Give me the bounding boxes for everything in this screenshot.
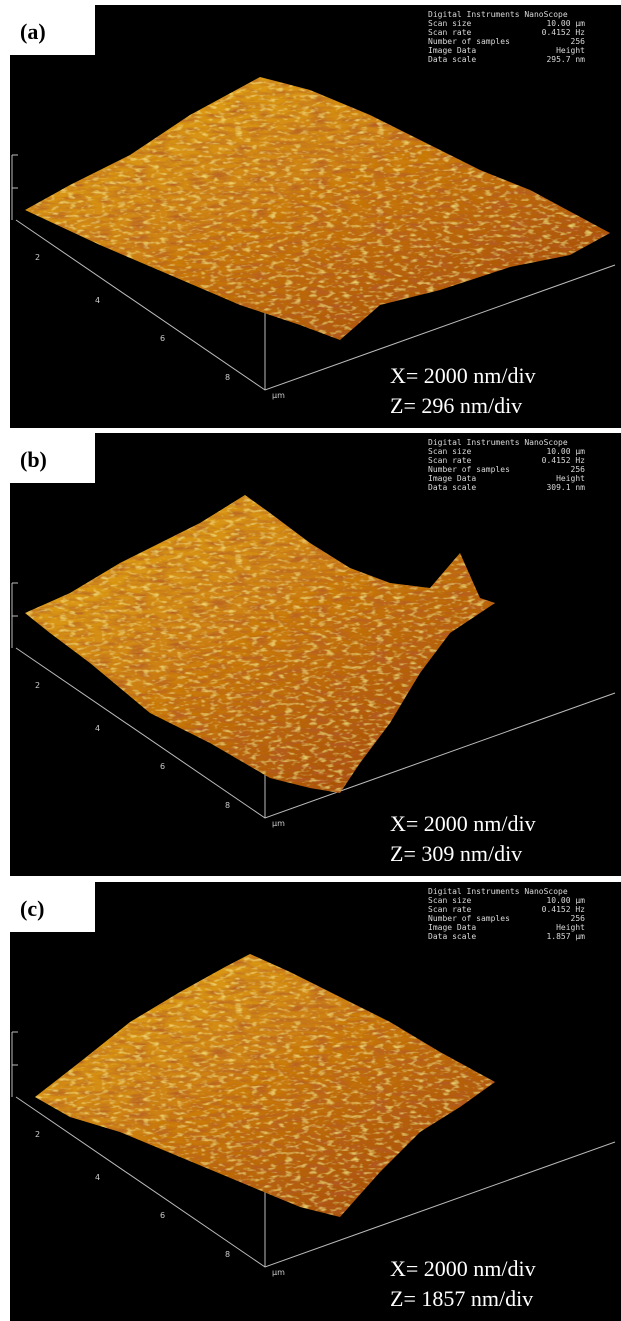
info-key: Scan rate	[428, 28, 472, 37]
scale-text: X= 2000 nm/div	[390, 1256, 536, 1281]
info-value: 10.00 µm	[546, 19, 585, 28]
info-value: Height	[556, 923, 585, 932]
info-value: 256	[571, 914, 586, 923]
axis-tick-label: 2	[35, 1130, 40, 1139]
info-key: Number of samples	[428, 914, 510, 923]
info-key: Digital Instruments NanoScope	[428, 438, 568, 447]
info-key: Data scale	[428, 483, 476, 492]
info-key: Number of samples	[428, 465, 510, 474]
axis-tick-label: 4	[95, 1173, 100, 1182]
info-key: Scan size	[428, 896, 472, 905]
info-value: 256	[571, 37, 586, 46]
scale-text: X= 2000 nm/div	[390, 811, 536, 836]
scale-text: X= 2000 nm/div	[390, 363, 536, 388]
info-key: Image Data	[428, 474, 476, 483]
panel-label: (b)	[20, 447, 47, 472]
axis-tick-label: µm	[272, 819, 285, 828]
axis-tick-label: 4	[95, 724, 100, 733]
info-value: 10.00 µm	[546, 447, 585, 456]
info-value: Height	[556, 474, 585, 483]
info-key: Digital Instruments NanoScope	[428, 887, 568, 896]
axis-tick-label: 6	[160, 334, 165, 343]
info-key: Digital Instruments NanoScope	[428, 10, 568, 19]
axis-tick-label: 6	[160, 1211, 165, 1220]
info-value: 295.7 nm	[546, 55, 585, 64]
info-key: Number of samples	[428, 37, 510, 46]
info-value: 309.1 nm	[546, 483, 585, 492]
scale-text: Z= 309 nm/div	[390, 841, 522, 866]
info-key: Scan rate	[428, 456, 472, 465]
info-key: Scan rate	[428, 905, 472, 914]
info-key: Scan size	[428, 447, 472, 456]
scale-text: Z= 1857 nm/div	[390, 1286, 533, 1311]
info-value: 0.4152 Hz	[542, 905, 586, 914]
info-value: Height	[556, 46, 585, 55]
info-key: Image Data	[428, 923, 476, 932]
axis-tick-label: 8	[225, 1250, 230, 1259]
info-value: 0.4152 Hz	[542, 28, 586, 37]
axis-tick-label: 8	[225, 801, 230, 810]
info-key: Scan size	[428, 19, 472, 28]
axis-tick-label: 6	[160, 762, 165, 771]
axis-tick-label: 4	[95, 296, 100, 305]
info-value: 1.857 µm	[546, 932, 585, 941]
axis-tick-label: 2	[35, 253, 40, 262]
axis-tick-label: 8	[225, 373, 230, 382]
panel-label: (c)	[20, 896, 44, 921]
info-value: 10.00 µm	[546, 896, 585, 905]
figure: 2468µmDigital Instruments NanoScopeScan …	[0, 0, 621, 1321]
info-value: 256	[571, 465, 586, 474]
info-key: Data scale	[428, 932, 476, 941]
info-key: Image Data	[428, 46, 476, 55]
info-value: 0.4152 Hz	[542, 456, 586, 465]
axis-tick-label: µm	[272, 1268, 285, 1277]
info-key: Data scale	[428, 55, 476, 64]
scale-text: Z= 296 nm/div	[390, 393, 522, 418]
panel-label: (a)	[20, 19, 46, 44]
axis-tick-label: µm	[272, 391, 285, 400]
axis-tick-label: 2	[35, 681, 40, 690]
